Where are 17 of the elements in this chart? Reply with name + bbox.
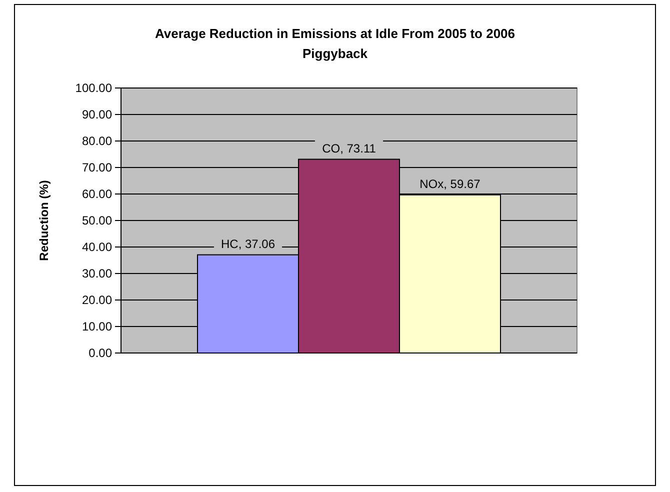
- y-tick-label: 20.00: [82, 292, 112, 307]
- y-tick-label: 50.00: [82, 213, 112, 228]
- y-tick-label: 30.00: [82, 266, 112, 280]
- chart-subtitle: Piggyback: [302, 46, 368, 61]
- y-tick-label: 0.00: [88, 346, 112, 360]
- y-tick-label: 70.00: [82, 160, 112, 174]
- y-axis-title: Reduction (%): [37, 180, 51, 261]
- data-label: HC, 37.06: [220, 236, 276, 251]
- y-tick-label: 60.00: [82, 186, 112, 201]
- y-tick-label: 80.00: [82, 134, 112, 148]
- chart-title: Average Reduction in Emissions at Idle From 2005 to 2006: [154, 26, 516, 41]
- data-label: CO, 73.11: [322, 141, 376, 156]
- y-tick-label: 100.00: [75, 80, 112, 95]
- y-tick-label: 10.00: [82, 319, 112, 334]
- y-tick-label: 90.00: [82, 107, 112, 122]
- data-label: NOx, 59.67: [420, 176, 481, 191]
- y-tick-label: 40.00: [82, 240, 112, 254]
